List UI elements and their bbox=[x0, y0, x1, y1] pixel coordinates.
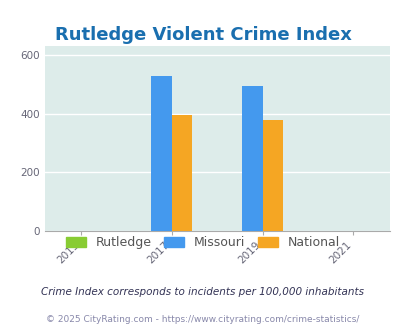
Bar bbox=[242, 86, 262, 231]
Text: © 2025 CityRating.com - https://www.cityrating.com/crime-statistics/: © 2025 CityRating.com - https://www.city… bbox=[46, 315, 359, 324]
Text: Crime Index corresponds to incidents per 100,000 inhabitants: Crime Index corresponds to incidents per… bbox=[41, 287, 364, 297]
Bar bbox=[262, 120, 282, 231]
Text: Rutledge Violent Crime Index: Rutledge Violent Crime Index bbox=[54, 26, 351, 44]
Bar bbox=[151, 76, 171, 231]
Legend: Rutledge, Missouri, National: Rutledge, Missouri, National bbox=[60, 231, 345, 254]
Bar bbox=[171, 115, 192, 231]
